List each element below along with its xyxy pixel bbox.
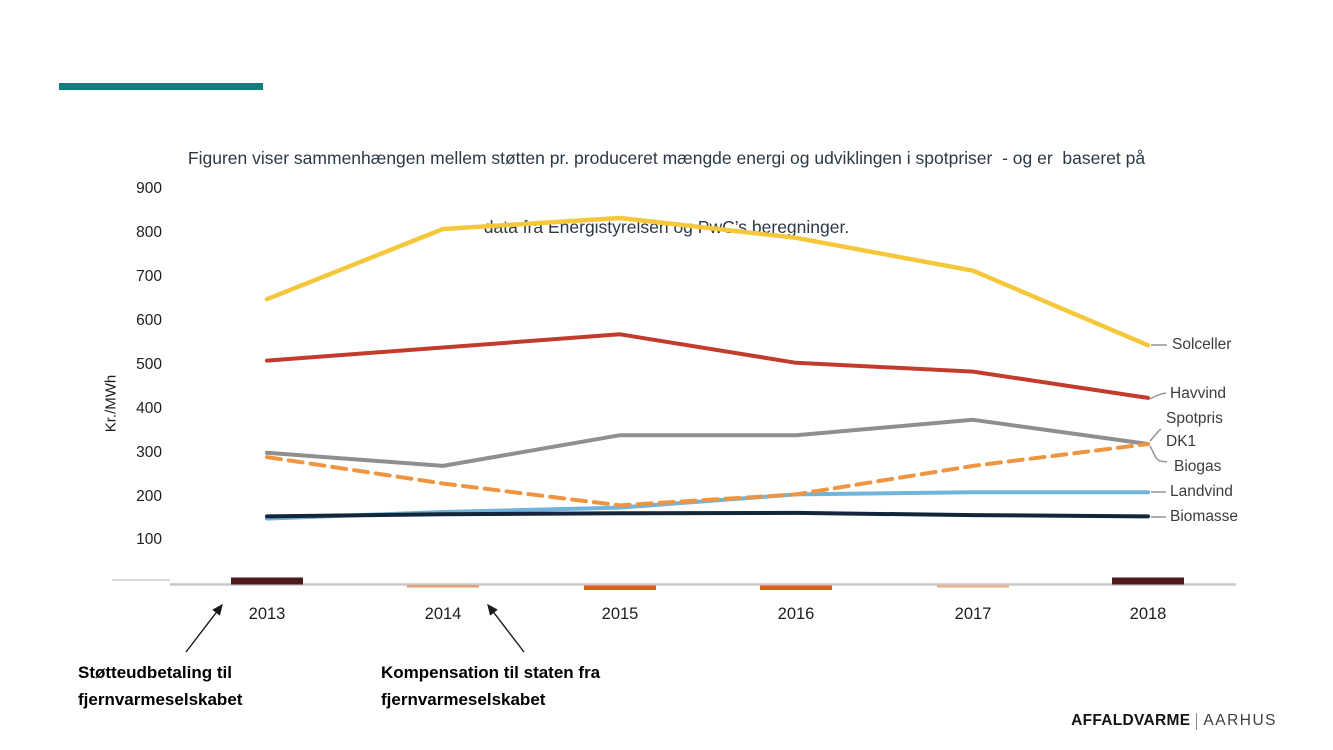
brand-logo-aarhus: AARHUS <box>1203 712 1277 729</box>
series-label-spotpris: Spotpris <box>1166 410 1223 427</box>
series-line-solceller <box>264 215 1151 348</box>
axis-bar-2017-below <box>937 585 1009 588</box>
series-label-solceller: Solceller <box>1172 336 1232 353</box>
series-line-spotpris-dk1 <box>265 442 1150 508</box>
series-label-havvind: Havvind <box>1170 385 1226 402</box>
y-tick-600: 600 <box>136 312 162 329</box>
connector-biogas <box>1149 445 1168 463</box>
axis-bar-2014-below <box>407 585 479 588</box>
x-tick-2017: 2017 <box>954 605 992 623</box>
x-tick-2016: 2016 <box>777 605 815 623</box>
y-tick-800: 800 <box>136 224 162 241</box>
series-label-biomasse: Biomasse <box>1170 508 1239 525</box>
brand-logo-affaldvarme: AFFALDVARME <box>1071 712 1191 729</box>
y-tick-200: 200 <box>136 488 162 505</box>
series-line-biogas <box>265 417 1150 468</box>
y-tick-400: 400 <box>136 400 162 417</box>
arrow-stotteudbetaling <box>185 603 223 653</box>
series-label-dk1: DK1 <box>1166 433 1197 450</box>
brand-logo-separator <box>1196 712 1198 730</box>
y-tick-900: 900 <box>136 180 162 197</box>
series-label-landvind: Landvind <box>1170 483 1233 500</box>
accent-bar <box>59 83 263 90</box>
arrow-kompensation <box>487 603 525 653</box>
y-tick-700: 700 <box>136 268 162 285</box>
figure-title-line-1: Figuren viser sammenhængen mellem støtte… <box>187 148 1146 168</box>
connector-havvind <box>1149 392 1167 400</box>
x-tick-2018: 2018 <box>1129 605 1167 623</box>
x-tick-2014: 2014 <box>424 605 462 623</box>
series-lines-group <box>264 215 1151 521</box>
annotation-kompensation-line-2: fjernvarmeselskabet <box>381 690 546 709</box>
label-connectors <box>1149 344 1168 518</box>
annotation-stotteudbetaling: Støtteudbetaling til fjernvarmeselskabet <box>78 659 242 713</box>
x-tick-2013: 2013 <box>248 605 286 623</box>
series-line-havvind <box>265 332 1150 400</box>
annotation-stotteudbetaling-line-2: fjernvarmeselskabet <box>78 690 243 709</box>
axis-bars-group <box>231 577 1184 590</box>
connector-spotpris-dk1 <box>1149 428 1162 442</box>
axis-bar-2015-below <box>584 585 656 590</box>
y-tick-100: 100 <box>136 531 162 548</box>
series-line-biomasse <box>265 510 1150 519</box>
x-tick-2015: 2015 <box>601 605 639 623</box>
annotation-stotteudbetaling-line-1: Støtteudbetaling til <box>78 663 232 682</box>
brand-logo: AFFALDVARME AARHUS <box>1071 712 1277 730</box>
annotation-kompensation-line-1: Kompensation til staten fra <box>381 663 601 682</box>
figure-title: Figuren viser sammenhængen mellem støtte… <box>0 101 1333 262</box>
axis-bar-2018-above <box>1112 577 1184 585</box>
series-label-biogas: Biogas <box>1174 458 1222 475</box>
y-tick-500: 500 <box>136 356 162 373</box>
y-tick-300: 300 <box>136 444 162 461</box>
annotation-kompensation: Kompensation til staten fra fjernvarmese… <box>381 659 600 713</box>
axis-bar-2016-below <box>760 585 832 590</box>
axis-bar-2013-above <box>231 577 303 585</box>
